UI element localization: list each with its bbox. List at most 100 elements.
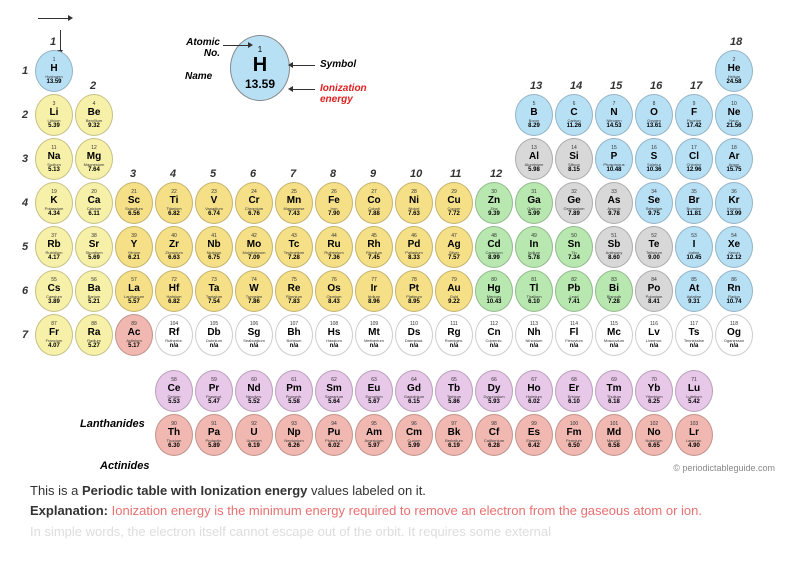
element-Cu: 29CuCopper7.72 <box>435 182 473 224</box>
element-Rg: 111RgRoentgen.n/a <box>435 314 473 356</box>
element-Br: 35BrBromine11.81 <box>675 182 713 224</box>
element-S: 16SSulphur10.36 <box>635 138 673 180</box>
element-At: 85AtAstatine9.31 <box>675 270 713 312</box>
element-Pa: 91PaProtactin.5.89 <box>195 414 233 456</box>
element-Ce: 58CeCerium5.53 <box>155 370 193 412</box>
element-Cn: 112CnCopernic.n/a <box>475 314 513 356</box>
element-Ca: 20CaCalcium6.11 <box>75 182 113 224</box>
element-Te: 52TeTellurium9.00 <box>635 226 673 268</box>
element-Nh: 113NhNihoniumn/a <box>515 314 553 356</box>
element-Si: 14SiSilicon8.15 <box>555 138 593 180</box>
element-U: 92UUranium6.19 <box>235 414 273 456</box>
element-Mn: 25MnManganese7.43 <box>275 182 313 224</box>
legend-name: Name <box>185 71 212 82</box>
period-label-7: 7 <box>22 329 28 341</box>
element-Ac: 89AcActinium5.17 <box>115 314 153 356</box>
element-Hs: 108HsHassiumn/a <box>315 314 353 356</box>
element-N: 7NNitrogen14.53 <box>595 94 633 136</box>
element-Be: 4BeBeryllium9.32 <box>75 94 113 136</box>
element-Al: 13AlAluminium5.98 <box>515 138 553 180</box>
element-Kr: 36KrKrypton13.99 <box>715 182 753 224</box>
element-C: 6CCarbon11.26 <box>555 94 593 136</box>
element-Sg: 106SgSeaborgiumn/a <box>235 314 273 356</box>
actinides-label: Actinides <box>100 460 150 472</box>
group-label-11: 11 <box>450 168 461 180</box>
element-H: 1HHydrogen13.59 <box>35 50 73 92</box>
caption-line1: This is a Periodic table with Ionization… <box>30 481 770 502</box>
element-Rb: 37RbRubidium4.17 <box>35 226 73 268</box>
element-Na: 11NaSodium5.13 <box>35 138 73 180</box>
element-Ru: 44RuRuthenium7.36 <box>315 226 353 268</box>
element-Er: 68ErErbium6.10 <box>555 370 593 412</box>
element-Pr: 59PrPraseod.5.47 <box>195 370 233 412</box>
element-Po: 84PoPolonium8.41 <box>635 270 673 312</box>
group-label-8: 8 <box>330 168 336 180</box>
element-Xe: 54XeXenon12.12 <box>715 226 753 268</box>
group-label-16: 16 <box>650 80 662 92</box>
caption-line3: In simple words, the electron itself can… <box>30 522 770 543</box>
element-Mc: 115McMoscoviumn/a <box>595 314 633 356</box>
element-Lv: 116LvLivermor.n/a <box>635 314 673 356</box>
element-W: 74WTungsten7.86 <box>235 270 273 312</box>
group-label-3: 3 <box>130 168 136 180</box>
element-Cl: 17ClChlorine12.96 <box>675 138 713 180</box>
legend-ion: 13.59 <box>245 77 275 91</box>
period-label-6: 6 <box>22 285 28 297</box>
element-Hf: 72HfHafnium6.82 <box>155 270 193 312</box>
element-Bk: 97BkBerkelium6.19 <box>435 414 473 456</box>
element-Bh: 107BhBohriumn/a <box>275 314 313 356</box>
element-Fr: 87FrFrancium4.07 <box>35 314 73 356</box>
group-label-4: 4 <box>170 168 176 180</box>
element-Ge: 32GeGermanium7.89 <box>555 182 593 224</box>
element-I: 53IIodine10.45 <box>675 226 713 268</box>
watermark: © periodictableguide.com <box>673 463 775 473</box>
element-V: 23VVanadium6.74 <box>195 182 233 224</box>
element-Sc: 21ScScandium6.56 <box>115 182 153 224</box>
element-Ga: 31GaGallium5.99 <box>515 182 553 224</box>
period-arrow-icon <box>60 30 61 50</box>
element-Mo: 42MoMolybdenum7.09 <box>235 226 273 268</box>
element-Tb: 65TbTerbium5.86 <box>435 370 473 412</box>
period-label-3: 3 <box>22 153 28 165</box>
group-label-7: 7 <box>290 168 296 180</box>
group-label-1: 1 <box>50 36 56 48</box>
element-Li: 3LiLithium5.39 <box>35 94 73 136</box>
element-B: 5BBoron8.29 <box>515 94 553 136</box>
element-Fl: 114FlFleroviumn/a <box>555 314 593 356</box>
element-Ag: 47AgSilver7.57 <box>435 226 473 268</box>
element-Bi: 83BiBismuth7.28 <box>595 270 633 312</box>
element-Th: 90ThThorium6.30 <box>155 414 193 456</box>
element-Sm: 62SmSamarium5.64 <box>315 370 353 412</box>
group-label-6: 6 <box>250 168 256 180</box>
element-Rh: 45RhRhodium7.45 <box>355 226 393 268</box>
group-label-9: 9 <box>370 168 376 180</box>
legend-sym: H <box>253 54 267 77</box>
element-Ts: 117TsTennessinen/a <box>675 314 713 356</box>
element-He: 2HeHelium24.58 <box>715 50 753 92</box>
period-label-4: 4 <box>22 197 28 209</box>
element-Pd: 46PdPalladium8.33 <box>395 226 433 268</box>
period-label-5: 5 <box>22 241 28 253</box>
element-Fe: 26FeIron7.90 <box>315 182 353 224</box>
element-Zr: 40ZrZirconium6.63 <box>155 226 193 268</box>
element-Es: 99EsEinstein.6.42 <box>515 414 553 456</box>
element-Rf: 104RfRutherfor.n/a <box>155 314 193 356</box>
element-Co: 27CoCobalt7.88 <box>355 182 393 224</box>
element-Re: 75ReRhenium7.83 <box>275 270 313 312</box>
caption-block: This is a Periodic table with Ionization… <box>30 481 770 543</box>
element-Og: 118OgOganessonn/a <box>715 314 753 356</box>
period-label-2: 2 <box>22 109 28 121</box>
element-La: 57LaLanthanum5.57 <box>115 270 153 312</box>
element-Gd: 64GdGadolinium6.15 <box>395 370 433 412</box>
element-Hg: 80HgMercury10.43 <box>475 270 513 312</box>
period-label-1: 1 <box>22 65 28 77</box>
element-Yb: 70YbYtterbium6.25 <box>635 370 673 412</box>
element-Pb: 82PbLead7.41 <box>555 270 593 312</box>
element-Ne: 10NeNeon21.56 <box>715 94 753 136</box>
element-Ho: 67HoHolmium6.02 <box>515 370 553 412</box>
legend-num: 1 <box>258 45 262 54</box>
element-O: 8OOxygen13.61 <box>635 94 673 136</box>
group-label-10: 10 <box>410 168 422 180</box>
legend-line-icon <box>293 89 315 90</box>
element-Tc: 43TcTechnetium7.28 <box>275 226 313 268</box>
